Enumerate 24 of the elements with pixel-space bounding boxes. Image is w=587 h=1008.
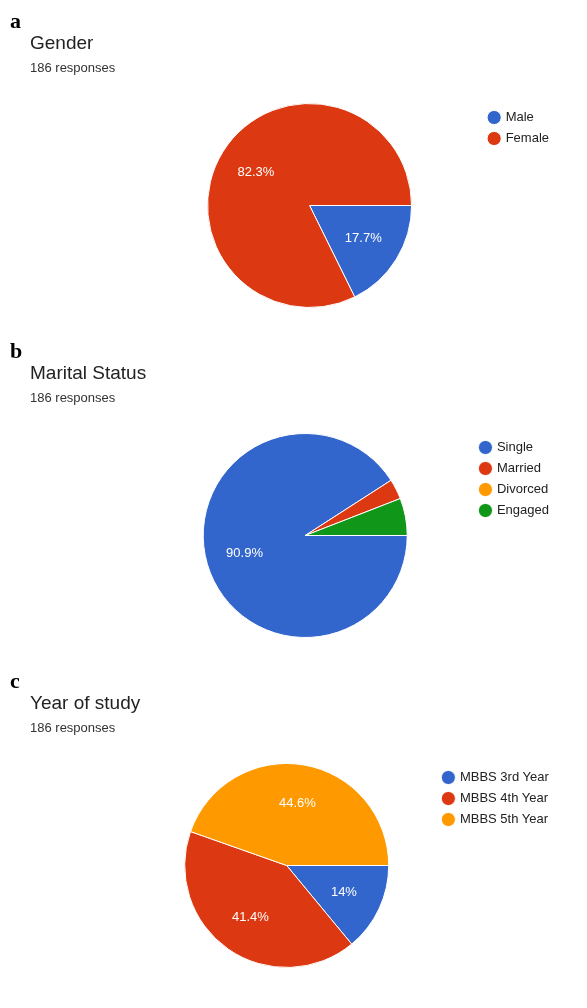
legend-label: Engaged — [496, 502, 550, 518]
text: 186 responses — [30, 390, 116, 405]
text: 186 responses — [30, 60, 116, 75]
data-label: 90.9% — [226, 544, 264, 560]
chart-title: Gender — [30, 32, 94, 54]
legend-label: Male — [505, 109, 534, 125]
chart-title: Marital Status — [30, 362, 147, 384]
text: a — [10, 8, 21, 34]
chart-title: Year of study — [30, 692, 141, 714]
text: b — [10, 338, 23, 364]
text: c — [10, 668, 20, 694]
data-label: 17.7% — [344, 230, 383, 246]
data-label: 41.4% — [232, 908, 270, 924]
data-label: 82.3% — [237, 163, 275, 179]
data-label: 44.6% — [278, 794, 317, 810]
legend-label: MBBS 5th Year — [459, 811, 549, 827]
legend-label: MBBS 4th Year — [459, 790, 549, 806]
legend-label: MBBS 3rd Year — [459, 769, 550, 785]
text: 186 responses — [30, 720, 116, 735]
legend-label: Married — [496, 460, 542, 476]
data-label: 14% — [330, 884, 358, 899]
legend-label: Divorced — [496, 481, 549, 497]
legend-label: Female — [505, 130, 550, 146]
legend-label: Single — [496, 439, 534, 455]
